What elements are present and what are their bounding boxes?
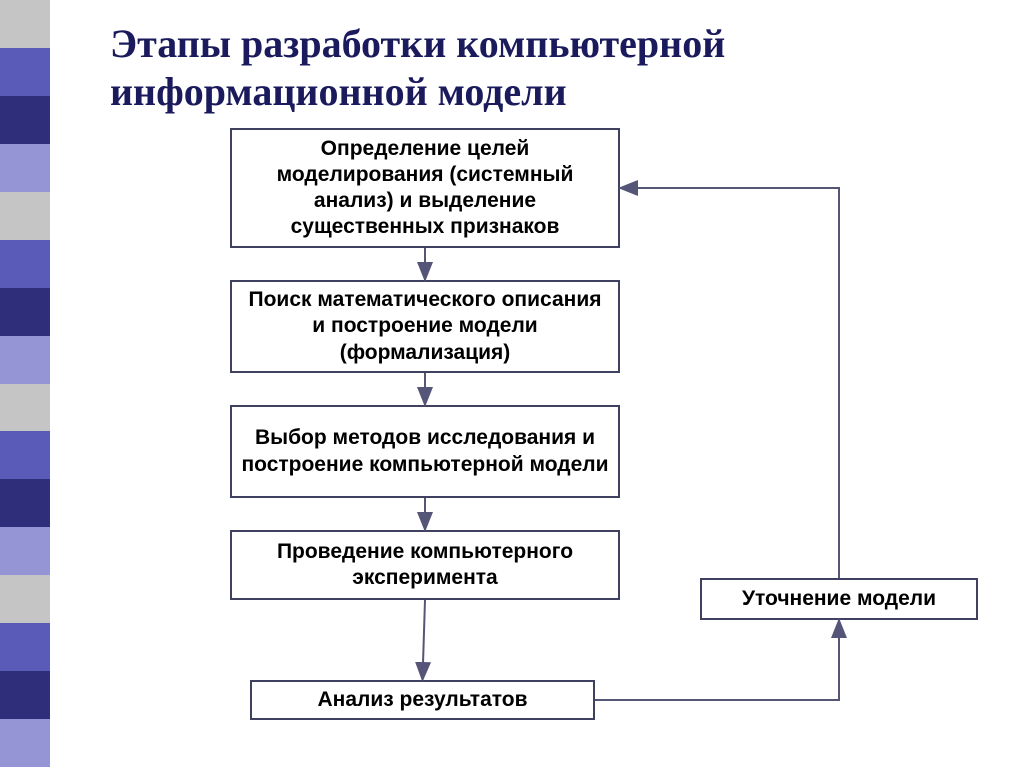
flow-box-step5: Анализ результатов xyxy=(250,680,595,720)
flow-box-step3: Выбор методов исследования и построение … xyxy=(230,405,620,498)
sidebar-block xyxy=(0,575,50,623)
decorative-sidebar xyxy=(0,0,50,767)
flow-box-step2: Поиск математического описания и построе… xyxy=(230,280,620,373)
sidebar-block xyxy=(0,144,50,192)
sidebar-block xyxy=(0,431,50,479)
sidebar-block xyxy=(0,719,50,767)
sidebar-block xyxy=(0,48,50,96)
sidebar-block xyxy=(0,240,50,288)
sidebar-block xyxy=(0,623,50,671)
flow-box-step1: Определение целей моделирования (системн… xyxy=(230,128,620,248)
sidebar-block xyxy=(0,288,50,336)
sidebar-block xyxy=(0,671,50,719)
sidebar-block xyxy=(0,0,50,48)
flow-box-step4: Проведение компьютерного эксперимента xyxy=(230,530,620,600)
sidebar-block xyxy=(0,384,50,432)
sidebar-block xyxy=(0,336,50,384)
sidebar-block xyxy=(0,192,50,240)
sidebar-block xyxy=(0,479,50,527)
page-title: Этапы разработки компьютерной информацио… xyxy=(110,20,960,116)
sidebar-block xyxy=(0,96,50,144)
flow-box-refine: Уточнение модели xyxy=(700,578,978,620)
sidebar-block xyxy=(0,527,50,575)
